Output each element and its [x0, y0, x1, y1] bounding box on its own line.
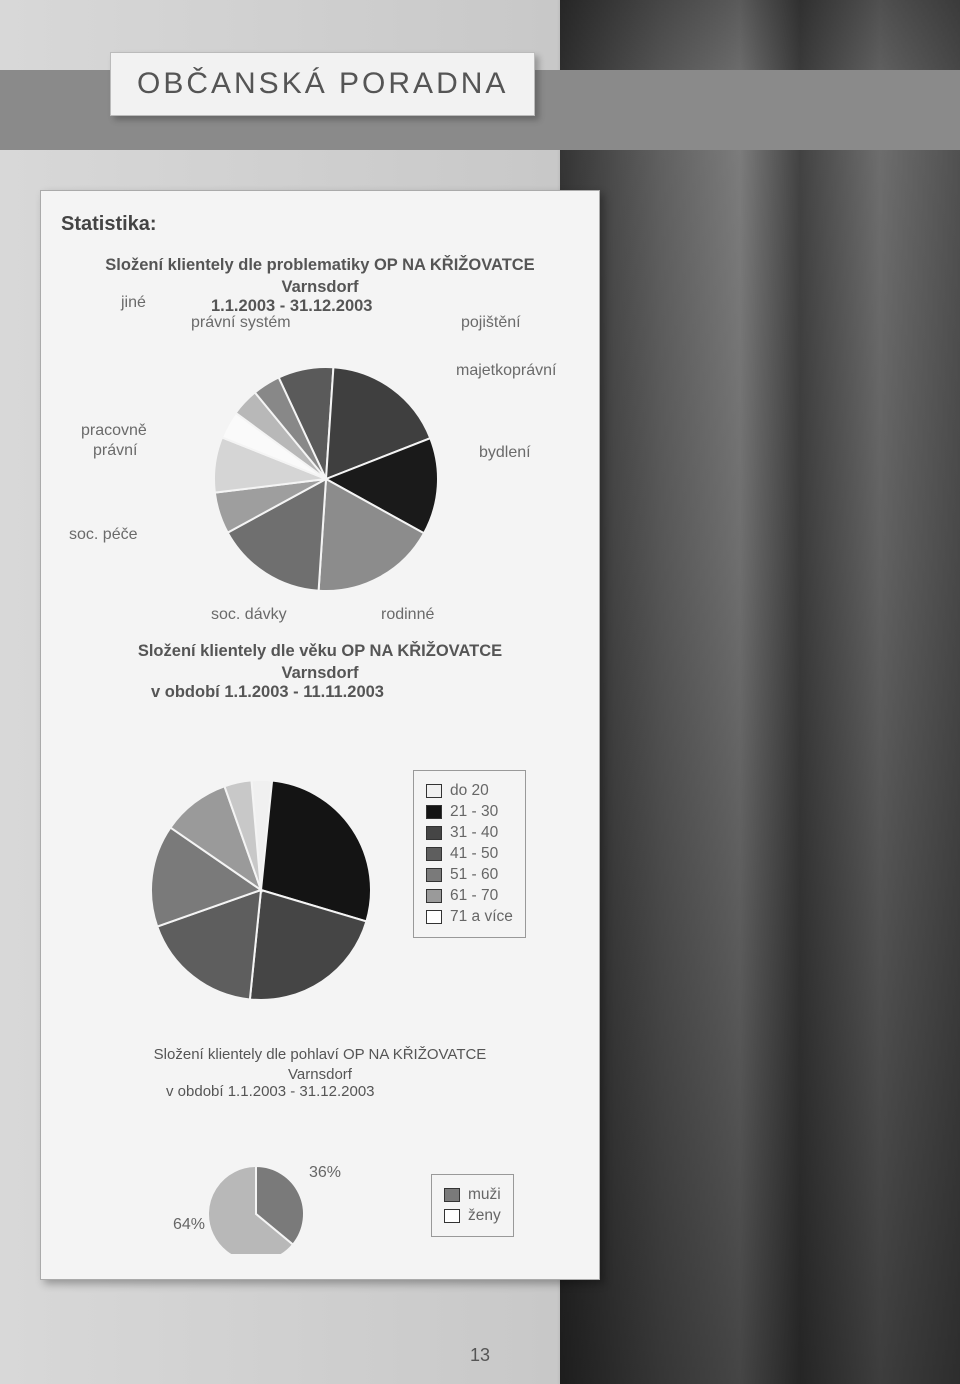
- page-number: 13: [0, 1345, 960, 1366]
- chart1-slice-label: bydlení: [479, 444, 531, 462]
- legend-swatch: [426, 847, 442, 861]
- header-title: OBČANSKÁ PORADNA: [137, 67, 508, 101]
- chart1-slice-label: soc. dávky: [211, 606, 287, 624]
- legend-label: ženy: [468, 1207, 501, 1225]
- legend-item: 41 - 50: [426, 845, 513, 863]
- legend-swatch: [426, 889, 442, 903]
- chart2-legend: do 20 21 - 30 31 - 40 41 - 50 51 - 60 61 - 70…: [413, 770, 526, 938]
- chart1-slice-label: jiné: [121, 294, 146, 312]
- chart-clientele-by-gender: Složení klientely dle pohlaví OP NA KŘIŽ…: [61, 1044, 579, 1264]
- chart3-percent-label: 36%: [309, 1164, 341, 1182]
- header-title-box: OBČANSKÁ PORADNA: [110, 52, 535, 116]
- chart1-slice-label: majetkoprávní: [456, 362, 557, 380]
- legend-label: 21 - 30: [450, 803, 498, 821]
- legend-item: 31 - 40: [426, 824, 513, 842]
- legend-item: 21 - 30: [426, 803, 513, 821]
- legend-swatch: [444, 1188, 460, 1202]
- legend-item: 51 - 60: [426, 866, 513, 884]
- legend-swatch: [426, 910, 442, 924]
- statistics-panel: Statistika: Složení klientely dle proble…: [40, 190, 600, 1280]
- legend-swatch: [426, 826, 442, 840]
- chart3-percent-label: 64%: [173, 1216, 205, 1234]
- legend-label: 41 - 50: [450, 845, 498, 863]
- legend-item: 71 a více: [426, 908, 513, 926]
- legend-label: 31 - 40: [450, 824, 498, 842]
- chart-clientele-by-topic: Složení klientely dle problematiky OP NA…: [61, 254, 579, 634]
- legend-label: 51 - 60: [450, 866, 498, 884]
- legend-item: 61 - 70: [426, 887, 513, 905]
- chart1-slice-label: rodinné: [381, 606, 434, 624]
- legend-item: muži: [444, 1186, 501, 1204]
- legend-label: 61 - 70: [450, 887, 498, 905]
- legend-item: ženy: [444, 1207, 501, 1225]
- legend-swatch: [426, 868, 442, 882]
- panel-heading: Statistika:: [61, 213, 579, 236]
- legend-swatch: [426, 784, 442, 798]
- legend-label: 71 a více: [450, 908, 513, 926]
- chart1-slice-label: pracovně: [81, 422, 147, 440]
- chart1-slice-label: právní systém: [191, 314, 291, 332]
- legend-swatch: [444, 1209, 460, 1223]
- legend-swatch: [426, 805, 442, 819]
- chart1-slice-label: právní: [93, 442, 137, 460]
- legend-item: do 20: [426, 782, 513, 800]
- legend-label: do 20: [450, 782, 489, 800]
- chart1-slice-label: pojištění: [461, 314, 521, 332]
- chart-clientele-by-age: Složení klientely dle věku OP NA KŘIŽOVA…: [61, 640, 579, 1040]
- legend-label: muži: [468, 1186, 501, 1204]
- background-photo: [560, 0, 960, 1384]
- chart1-slice-label: soc. péče: [69, 526, 137, 544]
- chart3-legend: muži ženy: [431, 1174, 514, 1237]
